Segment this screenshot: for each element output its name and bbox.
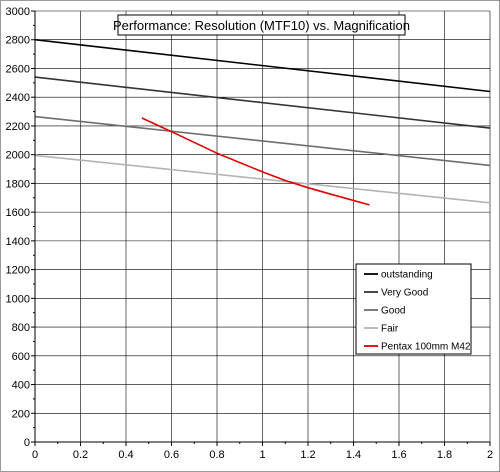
series-line-very-good — [34, 76, 491, 129]
y-tick-labels: 0 200 400 600 800 1000 1200 1400 1600 1800 2000 220… — [6, 6, 35, 449]
x-tick-label: 1.8 — [437, 449, 452, 461]
title-frame — [117, 14, 406, 36]
legend-box — [355, 263, 472, 355]
chart-title-box: Performance: Resolution (MTF10) vs. Magn… — [113, 14, 410, 36]
y-tick-label: 2200 — [6, 121, 30, 133]
x-tick-label: 1 — [259, 449, 265, 461]
x-tick-label: 0.8 — [209, 449, 224, 461]
legend-label-good: Good — [381, 306, 405, 317]
series-line-fair — [34, 154, 491, 204]
y-tick-label: 1800 — [6, 178, 30, 190]
series-line-outstanding — [34, 38, 491, 93]
y-tick-label: 1200 — [6, 265, 30, 277]
legend-entries: outstanding Very Good Good Fair Pentax 100mm… — [364, 270, 471, 353]
x-tick-labels: 0 0.2 0.4 0.6 0.8 1 1.2 1.4 1.6 1.8 2 — [32, 442, 493, 461]
x-tick-label: 0.4 — [118, 449, 133, 461]
y-tick-label: 1600 — [6, 207, 30, 219]
x-tick-label: 1.6 — [391, 449, 406, 461]
x-tick-label: 0 — [32, 449, 38, 461]
y-tick-label: 0 — [24, 437, 30, 449]
x-tick-label: 1.4 — [346, 449, 361, 461]
y-tick-label: 3000 — [6, 6, 30, 18]
series-line-pentax-100mm-m42 — [141, 117, 370, 206]
y-tick-label: 400 — [12, 380, 30, 392]
x-tick-label: 1.2 — [300, 449, 315, 461]
x-tick-label: 0.2 — [73, 449, 88, 461]
y-tick-label: 2000 — [6, 150, 30, 162]
x-tick-label: 2 — [487, 449, 493, 461]
x-tick-label: 0.6 — [164, 449, 179, 461]
y-tick-label: 600 — [12, 351, 30, 363]
gridlines — [34, 10, 491, 443]
legend-label-very-good: Very Good — [381, 288, 428, 299]
series-line-good — [34, 115, 491, 167]
series-lines — [34, 38, 491, 206]
legend-label-fair: Fair — [381, 324, 399, 335]
y-tick-label: 2600 — [6, 63, 30, 75]
y-tick-label: 800 — [12, 322, 30, 334]
y-tick-label: 2800 — [6, 35, 30, 47]
legend: outstanding Very Good Good Fair Pentax 100mm… — [355, 263, 472, 355]
legend-label-pentax-100mm-m42: Pentax 100mm M42 — [381, 342, 471, 353]
legend-label-outstanding: outstanding — [381, 270, 433, 281]
y-tick-label: 2400 — [6, 92, 30, 104]
y-tick-label: 1400 — [6, 236, 30, 248]
y-tick-label: 1000 — [6, 293, 30, 305]
y-tick-label: 200 — [12, 408, 30, 420]
chart-title: Performance: Resolution (MTF10) vs. Magn… — [113, 18, 410, 33]
